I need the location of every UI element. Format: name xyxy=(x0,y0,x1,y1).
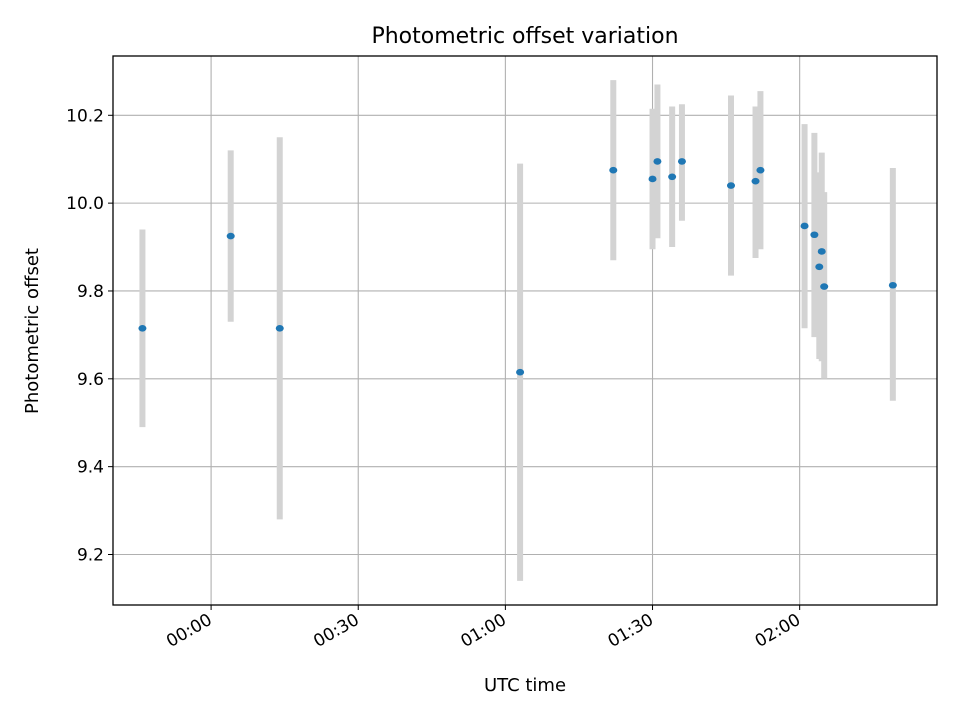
data-point xyxy=(648,175,657,183)
data-point xyxy=(817,248,826,255)
y-tick-label: 9.2 xyxy=(77,545,104,565)
data-point xyxy=(677,158,686,165)
y-axis-ticks: 9.2 9.4 9.6 9.8 10.0 10.2 xyxy=(66,106,113,565)
y-tick-label: 9.6 xyxy=(77,370,104,390)
data-point xyxy=(516,368,525,376)
data-point xyxy=(820,283,829,290)
x-axis-label: UTC time xyxy=(484,675,566,696)
chart-title: Photometric offset variation xyxy=(371,24,678,49)
data-point xyxy=(668,173,677,181)
plot-area-frame xyxy=(112,55,938,606)
data-point xyxy=(888,281,897,289)
y-tick-label: 10.0 xyxy=(66,194,104,214)
data-point xyxy=(810,231,819,239)
data-point xyxy=(751,177,760,185)
data-point xyxy=(815,263,824,271)
grid xyxy=(113,56,937,605)
data-point xyxy=(138,325,147,332)
data-point xyxy=(727,182,735,189)
y-tick-label: 9.4 xyxy=(77,458,104,478)
data-point xyxy=(800,222,809,230)
data-point xyxy=(609,166,618,174)
data-point xyxy=(756,166,765,174)
y-axis-label: Photometric offset xyxy=(22,248,43,414)
data-point xyxy=(275,325,284,332)
y-tick-label: 9.8 xyxy=(77,282,104,302)
y-tick-label: 10.2 xyxy=(66,106,104,126)
data-point xyxy=(226,232,235,240)
data-points xyxy=(138,158,897,376)
data-point xyxy=(653,158,662,165)
